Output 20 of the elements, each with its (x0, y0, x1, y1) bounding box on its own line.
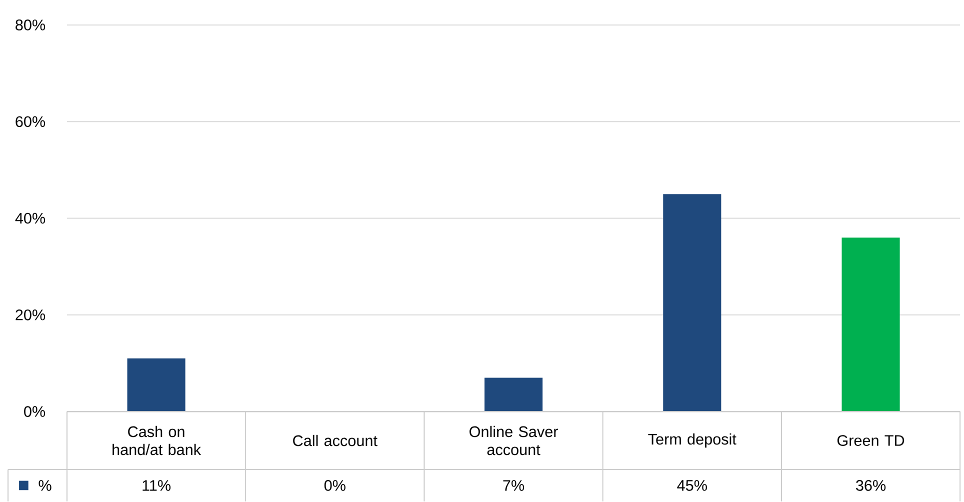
bar (842, 238, 900, 412)
data-label: 45% (677, 480, 707, 491)
y-tick-label: 80% (16, 20, 46, 30)
data-label: 11% (142, 480, 171, 491)
bar (663, 194, 722, 412)
x-tick-label: Cash on hand/at bank (112, 426, 202, 456)
data-label: 7% (503, 480, 524, 491)
data-label: 36% (856, 480, 886, 491)
y-tick-label: 20% (16, 310, 46, 320)
x-tick-label: Online Saver account (470, 426, 558, 456)
y-tick-label: 40% (15, 212, 46, 224)
x-tick-label: Call account (293, 434, 378, 446)
y-tick-label: 60% (16, 116, 46, 128)
legend-label: % (38, 480, 52, 491)
x-tick-label: Green TD (837, 435, 904, 446)
bar (127, 358, 186, 412)
data-label: 0% (324, 480, 346, 491)
bar (484, 378, 543, 412)
x-tick-label: Term deposit (648, 433, 736, 448)
y-tick-label: 0% (24, 406, 46, 417)
